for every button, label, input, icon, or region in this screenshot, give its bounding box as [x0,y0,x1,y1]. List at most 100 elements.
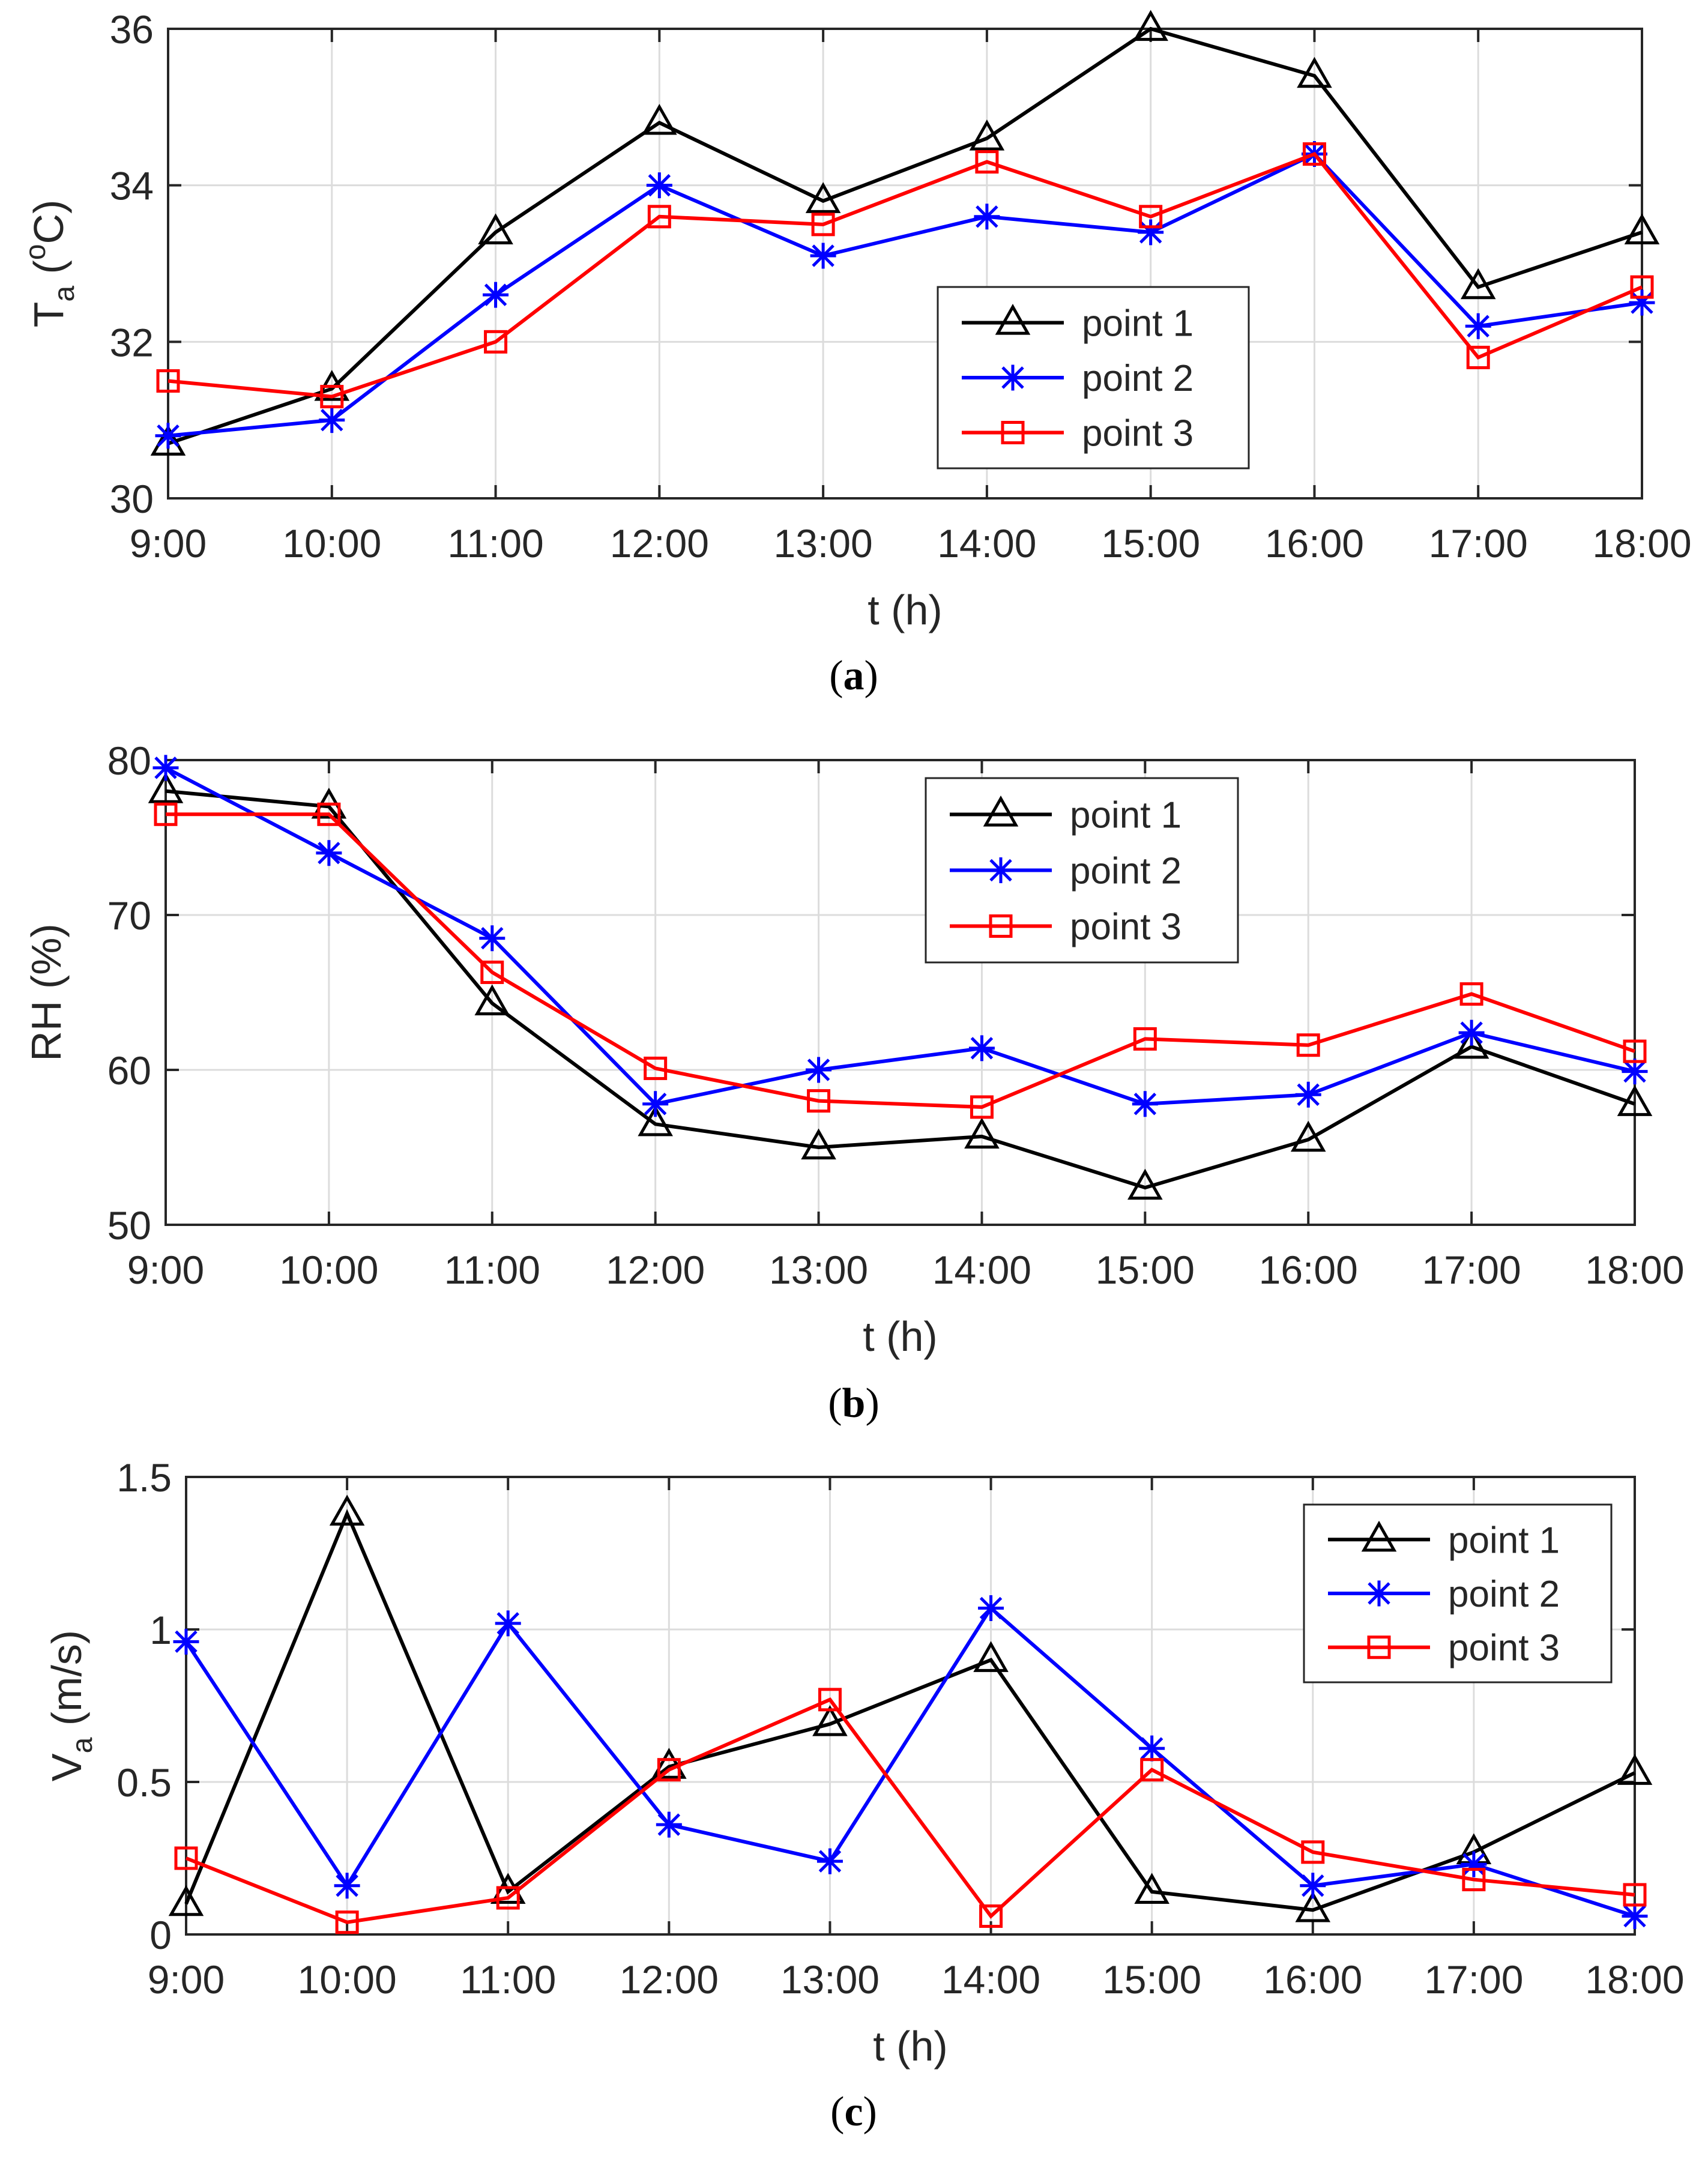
x-tick-label: 15:00 [1096,1248,1195,1292]
x-tick-label: 18:00 [1592,521,1691,566]
series-1-point [969,119,1005,151]
x-axis-label: t (h) [868,587,942,633]
x-tick-label: 10:00 [282,521,381,566]
x-tick-label: 16:00 [1259,1248,1358,1292]
series-2-point [1138,219,1164,246]
series-2-point [479,925,505,952]
panel-b: 9:00 10:00 11:00 12:00 13:00 14:00 15:00 16:00 1… [23,738,1685,1427]
series-2-point [1132,1091,1158,1117]
series-3-point [644,1056,668,1080]
series-1-point [1617,1754,1653,1785]
series-1-point [1134,1873,1169,1904]
panel-a: 9:00 10:00 11:00 12:00 13:00 14:00 15:00 16:00 1… [20,7,1692,699]
series-1-point [1297,56,1332,88]
series-3-line [166,812,1635,1109]
series-3-point [317,802,341,826]
series-1 [150,10,1660,456]
series-2-point [656,1811,682,1838]
x-axis-label: t (h) [863,1313,937,1360]
legend-marker [988,857,1014,883]
x-tick-label: 18:00 [1585,1248,1684,1292]
axes-box [167,28,1643,500]
y-tick-label: 0.5 [116,1760,172,1805]
y-axis-label: RH (%) [23,923,70,1061]
x-tick-label: 12:00 [610,521,709,566]
series-1-point [1133,10,1168,41]
plot-area [168,29,1642,498]
x-tick-label: 11:00 [447,521,543,566]
series-1-point [805,182,841,213]
series-1-point [1624,213,1660,244]
x-tick-label: 12:00 [606,1248,705,1292]
legend-marker [1000,364,1026,391]
legend-marker [995,304,1031,335]
legend: point 1 point 2 point 3 [937,286,1250,470]
series-3-point [979,1904,1003,1928]
series-1-point [329,1494,365,1526]
y-tick-label: 36 [110,7,154,52]
x-tick-label: 9:00 [148,1957,225,2002]
series-1-point [964,1117,1000,1149]
series-2-point [1622,1903,1648,1930]
series-1-point [1295,1891,1331,1922]
series-1-point [478,213,513,244]
x-tick-label: 17:00 [1429,521,1528,566]
y-tick-label: 30 [110,477,154,521]
y-tick-label: 70 [107,893,151,938]
series-2-point [646,172,672,199]
series-2-point [495,1610,521,1637]
series-1-point [1290,1120,1326,1152]
series-2-point [816,1848,843,1874]
x-tick-label: 17:00 [1424,1957,1523,2002]
series-2-point [319,407,345,433]
panel-caption: (c) [830,2089,877,2135]
legend-marker [983,796,1019,827]
series-3-point [154,802,178,826]
series-3-point [1462,1868,1486,1892]
series-3-point [156,369,180,393]
series-1-point [801,1128,836,1160]
axes-box [185,1476,1636,1936]
series-3-point [496,1886,520,1910]
legend-marker [1001,421,1025,445]
legend-label: point 3 [1448,1628,1560,1669]
x-tick-label: 16:00 [1265,521,1364,566]
series-2-line [167,151,1643,438]
legend-label: point 3 [1070,907,1181,948]
panel-caption: (b) [828,1380,880,1427]
series-3-point [1302,142,1326,166]
y-tick-label: 1 [149,1608,172,1652]
series-2 [173,1595,1648,1930]
panel-caption: (a) [829,653,878,699]
series-2-point [1465,313,1491,339]
y-tick-label: 0 [149,1913,172,1957]
panel-c: 9:00 10:00 11:00 12:00 13:00 14:00 15:00 16:00 1… [43,1455,1685,2135]
x-tick-label: 18:00 [1585,1957,1684,2002]
series-3-point [970,1095,994,1119]
series-2-point [1300,1873,1326,1899]
series-1-point [651,1748,687,1779]
series-1-point [148,772,184,803]
series-2-point [1139,1735,1165,1762]
series-1-point [474,984,510,1016]
series-1-point [1617,1085,1653,1116]
series-3-point [1466,345,1490,369]
x-tick-label: 13:00 [769,1248,868,1292]
y-axis-label: Va (m/s) [43,1630,98,1781]
series-1-point [973,1641,1009,1672]
legend-label: point 2 [1448,1574,1560,1615]
series-2-line [184,1605,1635,1918]
legend-marker [1361,1520,1397,1552]
axes-box [164,759,1636,1226]
series-2-point [968,1035,995,1061]
series-3-point [1139,205,1163,229]
series-2-point [173,1628,199,1655]
series-1-line [165,789,1635,1190]
series-1-point [638,1105,673,1137]
series-3-point [657,1758,681,1782]
x-tick-label: 17:00 [1422,1248,1521,1292]
series-3-point [1296,1033,1320,1057]
series-2-point [974,204,1000,230]
series-3-point [1623,1039,1647,1063]
